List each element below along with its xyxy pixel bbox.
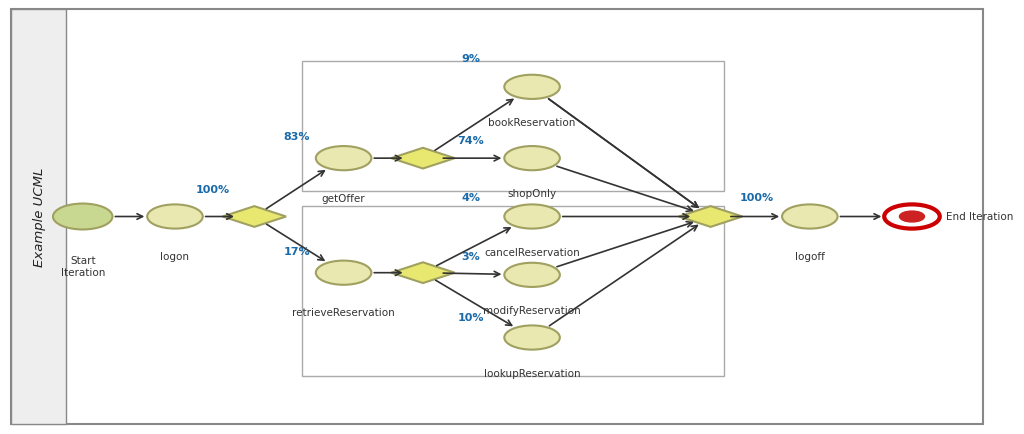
Polygon shape [222, 207, 286, 227]
Text: 4%: 4% [461, 193, 480, 203]
Text: lookupReservation: lookupReservation [483, 368, 581, 378]
Text: 10%: 10% [458, 312, 483, 322]
Text: Example UCML: Example UCML [33, 168, 46, 266]
Polygon shape [391, 263, 455, 283]
Circle shape [315, 261, 372, 285]
Circle shape [504, 76, 560, 100]
Text: 3%: 3% [461, 251, 480, 261]
Circle shape [899, 211, 925, 223]
Text: getOffer: getOffer [322, 193, 366, 203]
Circle shape [884, 205, 940, 229]
Text: 9%: 9% [461, 54, 480, 64]
Circle shape [504, 263, 560, 287]
Text: bookReservation: bookReservation [488, 118, 575, 128]
Text: cancelReservation: cancelReservation [484, 247, 580, 257]
Circle shape [782, 205, 838, 229]
Text: logon: logon [161, 251, 189, 261]
Text: logoff: logoff [795, 251, 824, 261]
Circle shape [147, 205, 203, 229]
Circle shape [504, 205, 560, 229]
Text: 17%: 17% [284, 247, 310, 256]
Text: 83%: 83% [284, 132, 310, 141]
Text: modifyReservation: modifyReservation [483, 306, 581, 316]
Circle shape [53, 204, 113, 230]
Polygon shape [679, 207, 742, 227]
Text: shopOnly: shopOnly [508, 189, 557, 199]
Text: End Iteration: End Iteration [946, 212, 1013, 222]
Circle shape [504, 326, 560, 350]
Bar [11, 10, 66, 424]
Circle shape [504, 147, 560, 171]
Text: 100%: 100% [740, 193, 774, 203]
Polygon shape [391, 148, 455, 169]
Text: 74%: 74% [457, 136, 484, 146]
Text: retrieveReservation: retrieveReservation [292, 308, 395, 318]
Circle shape [315, 147, 372, 171]
Text: 100%: 100% [196, 184, 229, 194]
Text: Start
Iteration: Start Iteration [60, 256, 104, 277]
